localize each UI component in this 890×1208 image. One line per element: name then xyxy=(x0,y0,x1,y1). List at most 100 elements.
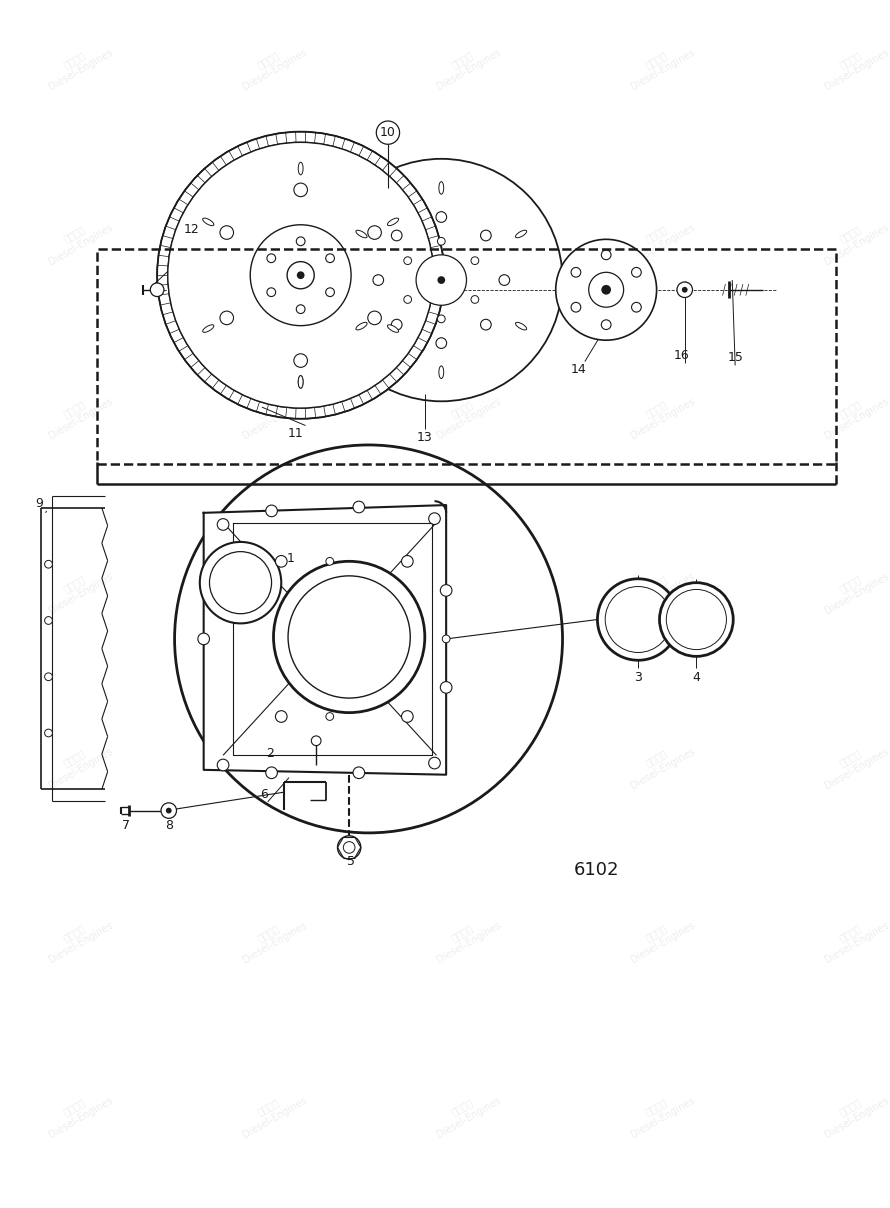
Ellipse shape xyxy=(515,231,527,238)
Text: 紫发动力
Diesel-Engines: 紫发动力 Diesel-Engines xyxy=(817,211,890,267)
Circle shape xyxy=(436,211,447,222)
Text: 紫发动力
Diesel-Engines: 紫发动力 Diesel-Engines xyxy=(41,211,114,267)
Circle shape xyxy=(659,582,733,656)
Text: 紫发动力
Diesel-Engines: 紫发动力 Diesel-Engines xyxy=(41,736,114,790)
Circle shape xyxy=(404,257,411,265)
Ellipse shape xyxy=(356,323,367,330)
Ellipse shape xyxy=(356,231,367,238)
Ellipse shape xyxy=(515,323,527,330)
Circle shape xyxy=(288,576,410,698)
Circle shape xyxy=(294,354,307,367)
Circle shape xyxy=(441,681,452,693)
Text: 15: 15 xyxy=(727,352,743,364)
Circle shape xyxy=(368,312,381,325)
Circle shape xyxy=(344,842,355,853)
Circle shape xyxy=(220,312,233,325)
Circle shape xyxy=(44,673,53,680)
Circle shape xyxy=(441,585,452,597)
Ellipse shape xyxy=(387,219,399,226)
Circle shape xyxy=(275,710,287,722)
Polygon shape xyxy=(204,505,446,774)
Ellipse shape xyxy=(442,635,450,643)
Circle shape xyxy=(198,633,209,645)
Circle shape xyxy=(150,283,164,296)
Circle shape xyxy=(481,319,491,330)
Ellipse shape xyxy=(298,162,303,175)
Text: 紫发动力
Diesel-Engines: 紫发动力 Diesel-Engines xyxy=(429,736,502,790)
Circle shape xyxy=(174,445,562,832)
Circle shape xyxy=(250,225,351,326)
Text: 紫发动力
Diesel-Engines: 紫发动力 Diesel-Engines xyxy=(235,1085,308,1139)
Circle shape xyxy=(166,808,172,813)
Text: 6: 6 xyxy=(260,788,268,801)
Text: 紫发动力
Diesel-Engines: 紫发动力 Diesel-Engines xyxy=(623,37,696,92)
Circle shape xyxy=(287,262,314,289)
Circle shape xyxy=(353,501,365,513)
Circle shape xyxy=(326,254,335,262)
Text: 紫发动力
Diesel-Engines: 紫发动力 Diesel-Engines xyxy=(817,387,890,441)
Text: 3: 3 xyxy=(635,672,642,684)
Ellipse shape xyxy=(387,325,399,332)
Circle shape xyxy=(294,184,307,197)
Text: 紫发动力
Diesel-Engines: 紫发动力 Diesel-Engines xyxy=(623,910,696,965)
Circle shape xyxy=(44,616,53,625)
Circle shape xyxy=(499,274,510,285)
Text: 10: 10 xyxy=(380,126,396,139)
Circle shape xyxy=(44,561,53,568)
Circle shape xyxy=(597,579,679,661)
Text: 紫发动力
Diesel-Engines: 紫发动力 Diesel-Engines xyxy=(623,561,696,616)
Circle shape xyxy=(677,281,692,297)
Circle shape xyxy=(168,143,433,408)
Circle shape xyxy=(429,757,441,768)
Circle shape xyxy=(376,121,400,144)
Text: 紫发动力
Diesel-Engines: 紫发动力 Diesel-Engines xyxy=(429,561,502,616)
Text: 2: 2 xyxy=(266,747,273,760)
Ellipse shape xyxy=(298,376,303,388)
Circle shape xyxy=(416,255,466,306)
Circle shape xyxy=(602,320,611,330)
Text: 紫发动力
Diesel-Engines: 紫发动力 Diesel-Engines xyxy=(817,736,890,790)
Text: 8: 8 xyxy=(165,819,173,831)
Circle shape xyxy=(471,296,479,303)
Text: 紫发动力
Diesel-Engines: 紫发动力 Diesel-Engines xyxy=(623,211,696,267)
Circle shape xyxy=(320,158,562,401)
Circle shape xyxy=(429,513,441,524)
Circle shape xyxy=(296,237,305,245)
Circle shape xyxy=(555,239,657,341)
Circle shape xyxy=(168,143,433,408)
Text: 紫发动力
Diesel-Engines: 紫发动力 Diesel-Engines xyxy=(235,387,308,441)
Circle shape xyxy=(266,767,278,779)
Text: 紫发动力
Diesel-Engines: 紫发动力 Diesel-Engines xyxy=(623,1085,696,1139)
Text: 14: 14 xyxy=(571,362,587,376)
Text: 1: 1 xyxy=(287,552,295,565)
Text: 紫发动力
Diesel-Engines: 紫发动力 Diesel-Engines xyxy=(429,211,502,267)
Circle shape xyxy=(275,556,287,567)
Text: 紫发动力
Diesel-Engines: 紫发动力 Diesel-Engines xyxy=(41,561,114,616)
Text: 11: 11 xyxy=(288,426,303,440)
Circle shape xyxy=(296,272,304,279)
Text: 紫发动力
Diesel-Engines: 紫发动力 Diesel-Engines xyxy=(41,1085,114,1139)
Circle shape xyxy=(158,132,444,419)
Text: 紫发动力
Diesel-Engines: 紫发动力 Diesel-Engines xyxy=(235,211,308,267)
Circle shape xyxy=(217,759,229,771)
Bar xyxy=(97,249,836,464)
Circle shape xyxy=(217,518,229,530)
Circle shape xyxy=(392,231,402,240)
Text: 紫发动力
Diesel-Engines: 紫发动力 Diesel-Engines xyxy=(429,910,502,965)
Circle shape xyxy=(273,562,425,713)
Circle shape xyxy=(368,226,381,239)
Text: 紫发动力
Diesel-Engines: 紫发动力 Diesel-Engines xyxy=(41,910,114,965)
Circle shape xyxy=(437,277,445,284)
Circle shape xyxy=(571,302,581,312)
Text: 紫发动力
Diesel-Engines: 紫发动力 Diesel-Engines xyxy=(623,736,696,790)
Ellipse shape xyxy=(439,181,444,194)
Circle shape xyxy=(437,238,445,245)
Ellipse shape xyxy=(203,219,214,226)
Circle shape xyxy=(404,296,411,303)
Circle shape xyxy=(481,231,491,240)
Text: 紫发动力
Diesel-Engines: 紫发动力 Diesel-Engines xyxy=(41,387,114,441)
Circle shape xyxy=(436,338,447,348)
Circle shape xyxy=(337,836,360,859)
Circle shape xyxy=(392,319,402,330)
Text: 紫发动力
Diesel-Engines: 紫发动力 Diesel-Engines xyxy=(41,37,114,92)
